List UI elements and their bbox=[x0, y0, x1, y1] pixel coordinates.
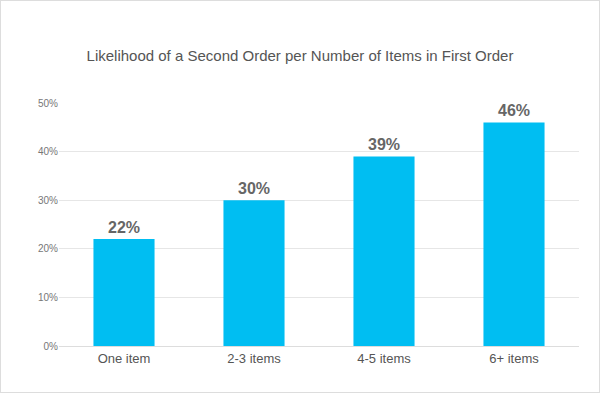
svg-text:10%: 10% bbox=[38, 292, 58, 303]
svg-text:30%: 30% bbox=[38, 195, 58, 206]
svg-text:30%: 30% bbox=[238, 180, 270, 197]
svg-text:2-3 items: 2-3 items bbox=[227, 351, 281, 366]
svg-text:0%: 0% bbox=[44, 341, 59, 352]
svg-text:46%: 46% bbox=[498, 102, 530, 119]
svg-text:22%: 22% bbox=[108, 219, 140, 236]
svg-text:39%: 39% bbox=[368, 136, 400, 153]
svg-text:50%: 50% bbox=[38, 98, 58, 109]
svg-text:Likelihood of a Second Order p: Likelihood of a Second Order per Number … bbox=[87, 47, 514, 64]
svg-text:40%: 40% bbox=[38, 146, 58, 157]
svg-text:20%: 20% bbox=[38, 243, 58, 254]
svg-text:4-5 items: 4-5 items bbox=[357, 351, 411, 366]
svg-text:One item: One item bbox=[98, 351, 151, 366]
svg-text:6+ items: 6+ items bbox=[489, 351, 539, 366]
